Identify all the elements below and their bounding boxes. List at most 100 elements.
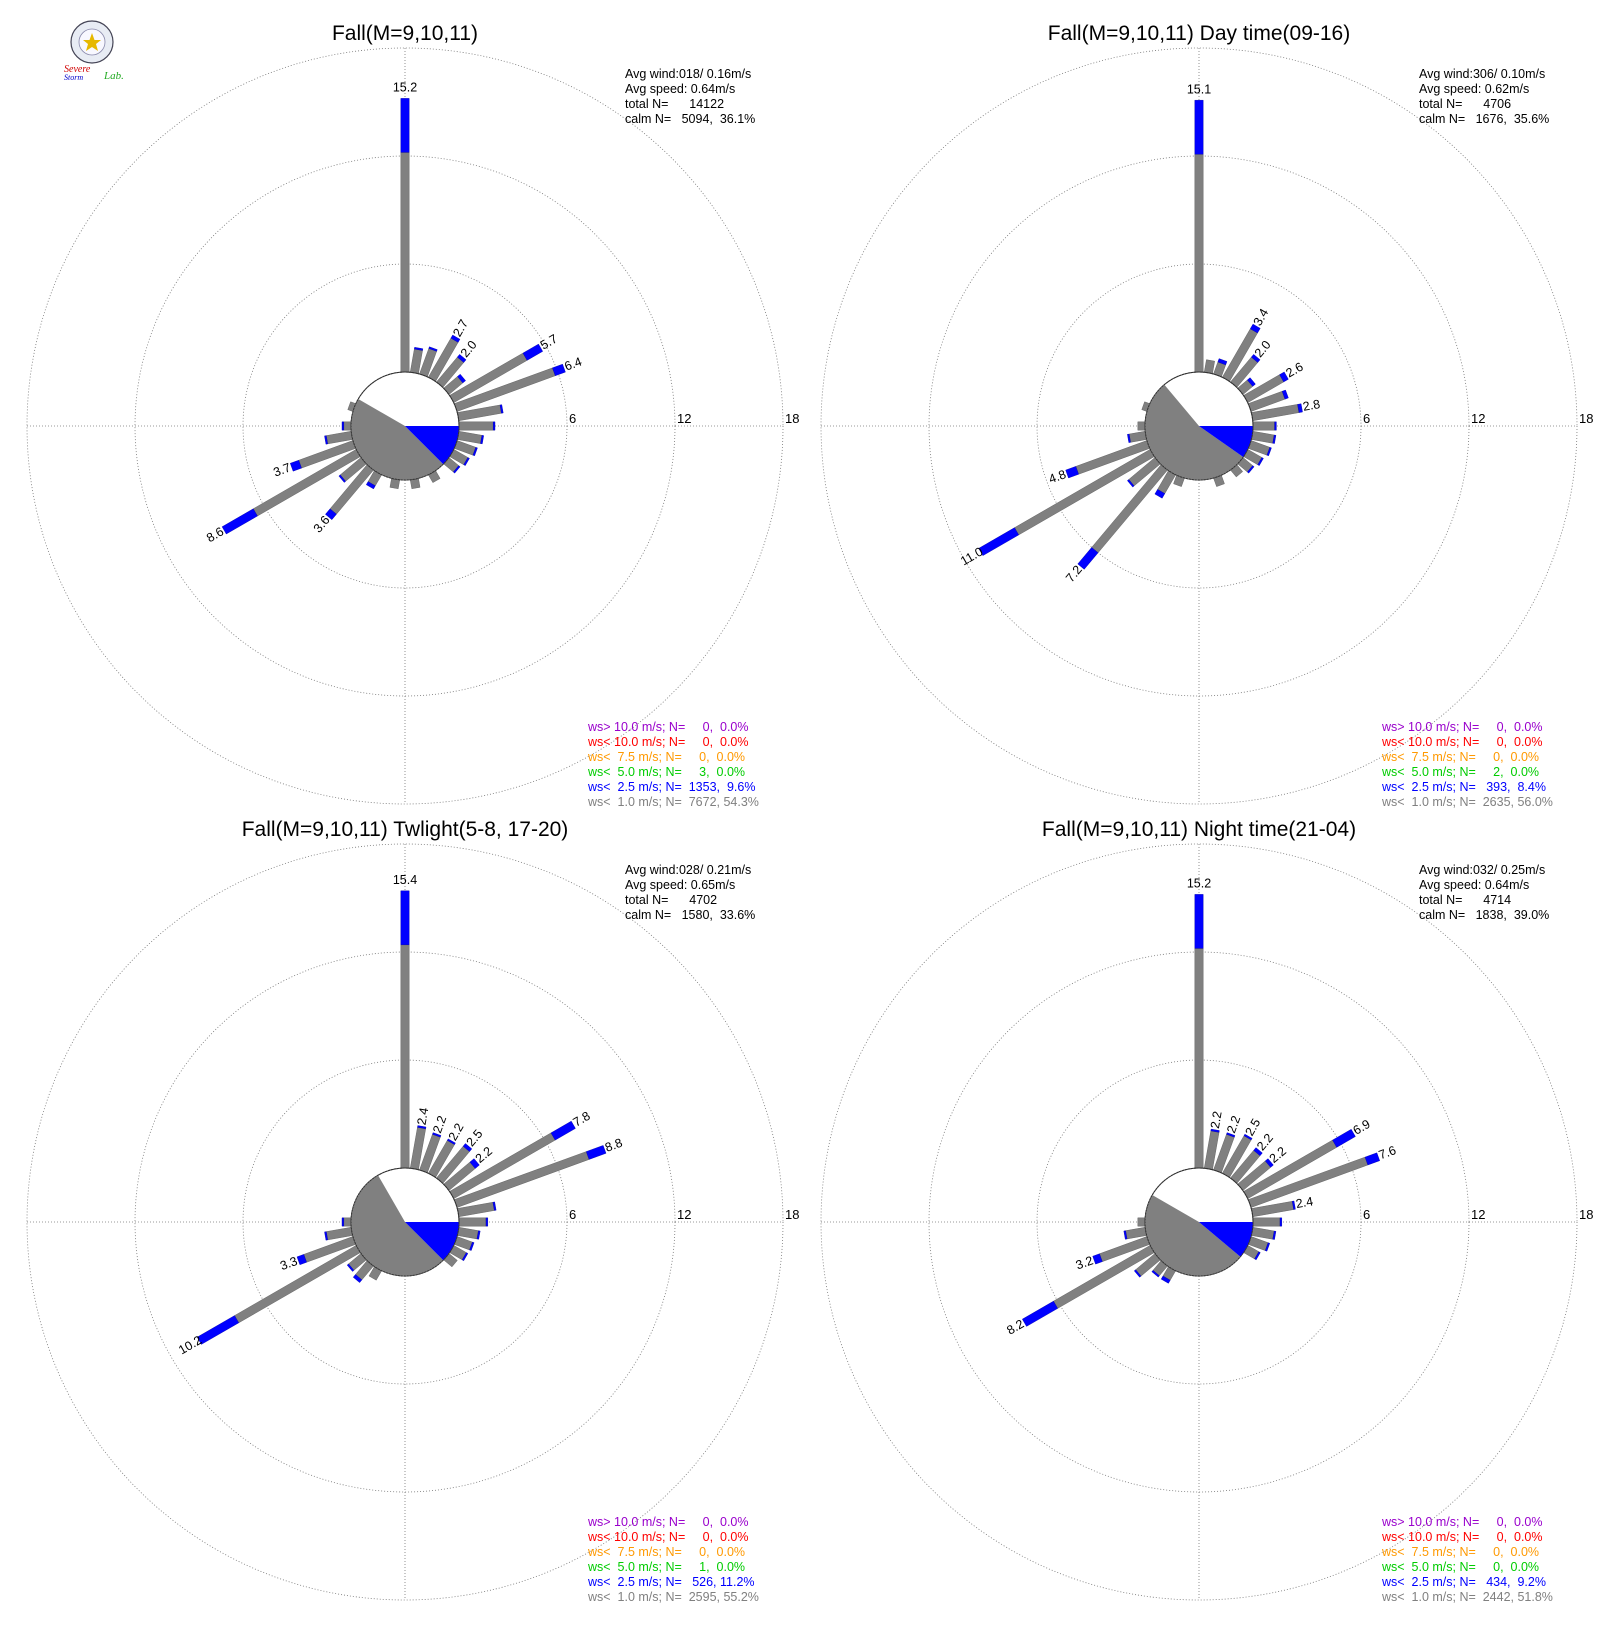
ring-tick-label: 18 [785, 1207, 799, 1222]
bar-segment-lt25 [400, 98, 410, 153]
wind-rose-panel: 6 12 1815.42.42.22.22.52.27.88.810.23.3Fal… [26, 818, 799, 1604]
bar-segment-lt25 [1226, 1132, 1236, 1138]
bar-segment-lt25 [476, 1230, 481, 1240]
bar-segment-lt25 [221, 508, 258, 535]
bar-segment-lt25 [552, 363, 566, 377]
legend-entry: ws< 2.5 m/s; N= 393, 8.4% [1381, 780, 1546, 794]
bar-segment-lt25 [1364, 1152, 1380, 1166]
bar-segment-lt25 [296, 1254, 307, 1265]
bar-segment-lt25 [1279, 1217, 1283, 1227]
bar-segment-lt1 [400, 152, 410, 373]
calm-disk-outline [350, 371, 460, 481]
calm-sector-gray [350, 1175, 444, 1277]
bar-segment-lt25 [499, 404, 504, 414]
legend-entry: ws< 7.5 m/s; N= 0, 0.0% [1381, 750, 1539, 764]
bar-segment-lt25 [457, 373, 466, 384]
bar-segment-lt1 [457, 431, 483, 444]
legend-entry: ws< 10.0 m/s; N= 0, 0.0% [1381, 735, 1543, 749]
panel-title: Fall(M=9,10,11) [332, 22, 478, 45]
bar-segment-lt25 [461, 1252, 469, 1262]
bar-segment-lt25 [325, 508, 337, 520]
range-ring [820, 47, 1578, 805]
legend-entry: ws< 7.5 m/s; N= 0, 0.0% [1381, 1545, 1539, 1559]
bar-segment-lt25 [324, 435, 328, 445]
logo-star-icon [83, 33, 101, 51]
legend-entry: ws< 2.5 m/s; N= 434, 9.2% [1381, 1575, 1546, 1589]
bar-value-label: 3.3 [278, 1254, 299, 1273]
legend-entry: ws< 5.0 m/s; N= 3, 0.0% [587, 765, 745, 779]
calm-sector-blue [405, 426, 459, 465]
bar-segment-lt25 [446, 1138, 456, 1145]
legend-entry: ws> 10.0 m/s; N= 0, 0.0% [587, 1515, 749, 1529]
bar-segment-lt25 [400, 890, 410, 945]
range-ring [134, 951, 676, 1493]
stat-line: total N= 4702 [625, 893, 717, 907]
stat-line: calm N= 1838, 39.0% [1419, 908, 1549, 922]
bar-segment-lt25 [1077, 547, 1099, 570]
bar-segment-lt25 [1266, 447, 1272, 457]
bar-segment-lt25 [1297, 403, 1303, 413]
bar-segment-lt25 [1210, 1128, 1220, 1133]
legend-entry: ws< 5.0 m/s; N= 1, 0.0% [587, 1560, 745, 1574]
ring-tick-label: 12 [677, 1207, 691, 1222]
bar-value-label: 15.4 [393, 873, 417, 887]
legend-entry: ws< 7.5 m/s; N= 0, 0.0% [587, 750, 745, 764]
bar-segment-lt25 [1274, 421, 1277, 431]
bar-segment-lt25 [352, 1274, 363, 1283]
bar-segment-lt1 [458, 1217, 487, 1227]
bar-value-label: 15.1 [1187, 82, 1211, 96]
bar-segment-lt1 [1194, 153, 1204, 373]
bar-segment-lt25 [1065, 466, 1079, 479]
bar-segment-lt25 [485, 1217, 488, 1227]
bar-segment-lt25 [1194, 99, 1204, 155]
legend-entry: ws< 2.5 m/s; N= 526, 11.2% [587, 1575, 755, 1589]
calm-sector-blue [405, 1222, 459, 1261]
bar-value-label: 8.8 [603, 1136, 624, 1155]
bar-segment-lt25 [1264, 1158, 1274, 1168]
bar-segment-lt25 [1127, 433, 1131, 443]
stat-line: calm N= 5094, 36.1% [625, 112, 755, 126]
bar-value-label: 7.6 [1377, 1143, 1398, 1162]
bar-segment-lt25 [1133, 1269, 1142, 1278]
ring-tick-label: 12 [1471, 1207, 1485, 1222]
legend-entry: ws< 1.0 m/s; N= 7672, 54.3% [587, 795, 759, 809]
calm-disk-outline [1144, 371, 1254, 481]
stat-line: total N= 4706 [1419, 97, 1511, 111]
bar-segment-lt25 [324, 1231, 328, 1241]
bar-segment-lt25 [432, 1132, 442, 1138]
bar-value-label: 3.2 [1074, 1253, 1095, 1272]
legend-entry: ws< 10.0 m/s; N= 0, 0.0% [587, 1530, 749, 1544]
range-ring [928, 155, 1470, 697]
bar-segment-lt25 [1243, 1133, 1253, 1141]
bar-segment-lt25 [1022, 1300, 1058, 1327]
bar-value-label: 4.8 [1047, 467, 1068, 486]
logo-text-lab: Lab. [103, 70, 124, 82]
bar-segment-lt1 [1204, 359, 1215, 374]
stat-line: Avg speed: 0.62m/s [1419, 82, 1529, 96]
legend-entry: ws> 10.0 m/s; N= 0, 0.0% [1381, 720, 1543, 734]
wind-rose-panel: 6 12 1815.13.42.02.62.87.211.04.8Fall(M=9,… [820, 22, 1593, 809]
legend-entry: ws> 10.0 m/s; N= 0, 0.0% [1381, 1515, 1543, 1529]
legend-entry: ws< 5.0 m/s; N= 2, 0.0% [1381, 765, 1539, 779]
legend-entry: ws< 2.5 m/s; N= 1353, 9.6% [587, 780, 755, 794]
range-ring [928, 951, 1470, 1493]
panel-title: Fall(M=9,10,11) Night time(21-04) [1042, 818, 1356, 841]
bar-segment-lt25 [1217, 358, 1228, 366]
bar-segment-lt25 [338, 474, 346, 483]
panel-title: Fall(M=9,10,11) Day time(09-16) [1048, 22, 1350, 45]
range-ring [26, 47, 784, 805]
range-ring [820, 843, 1578, 1601]
bar-segment-lt25 [1257, 457, 1264, 466]
bar-value-label: 2.2 [1208, 1110, 1225, 1130]
stat-line: Avg speed: 0.64m/s [1419, 878, 1529, 892]
bar-value-label: 2.2 [1224, 1114, 1243, 1135]
bar-segment-lt25 [1249, 323, 1261, 334]
bar-segment-lt25 [463, 457, 470, 466]
range-ring [134, 155, 676, 697]
legend-entry: ws< 10.0 m/s; N= 0, 0.0% [587, 735, 749, 749]
bar-value-label: 15.2 [393, 81, 417, 95]
bar-segment-lt25 [1160, 1275, 1171, 1284]
bar-segment-lt1 [410, 348, 423, 374]
bar-segment-lt25 [462, 1143, 473, 1152]
